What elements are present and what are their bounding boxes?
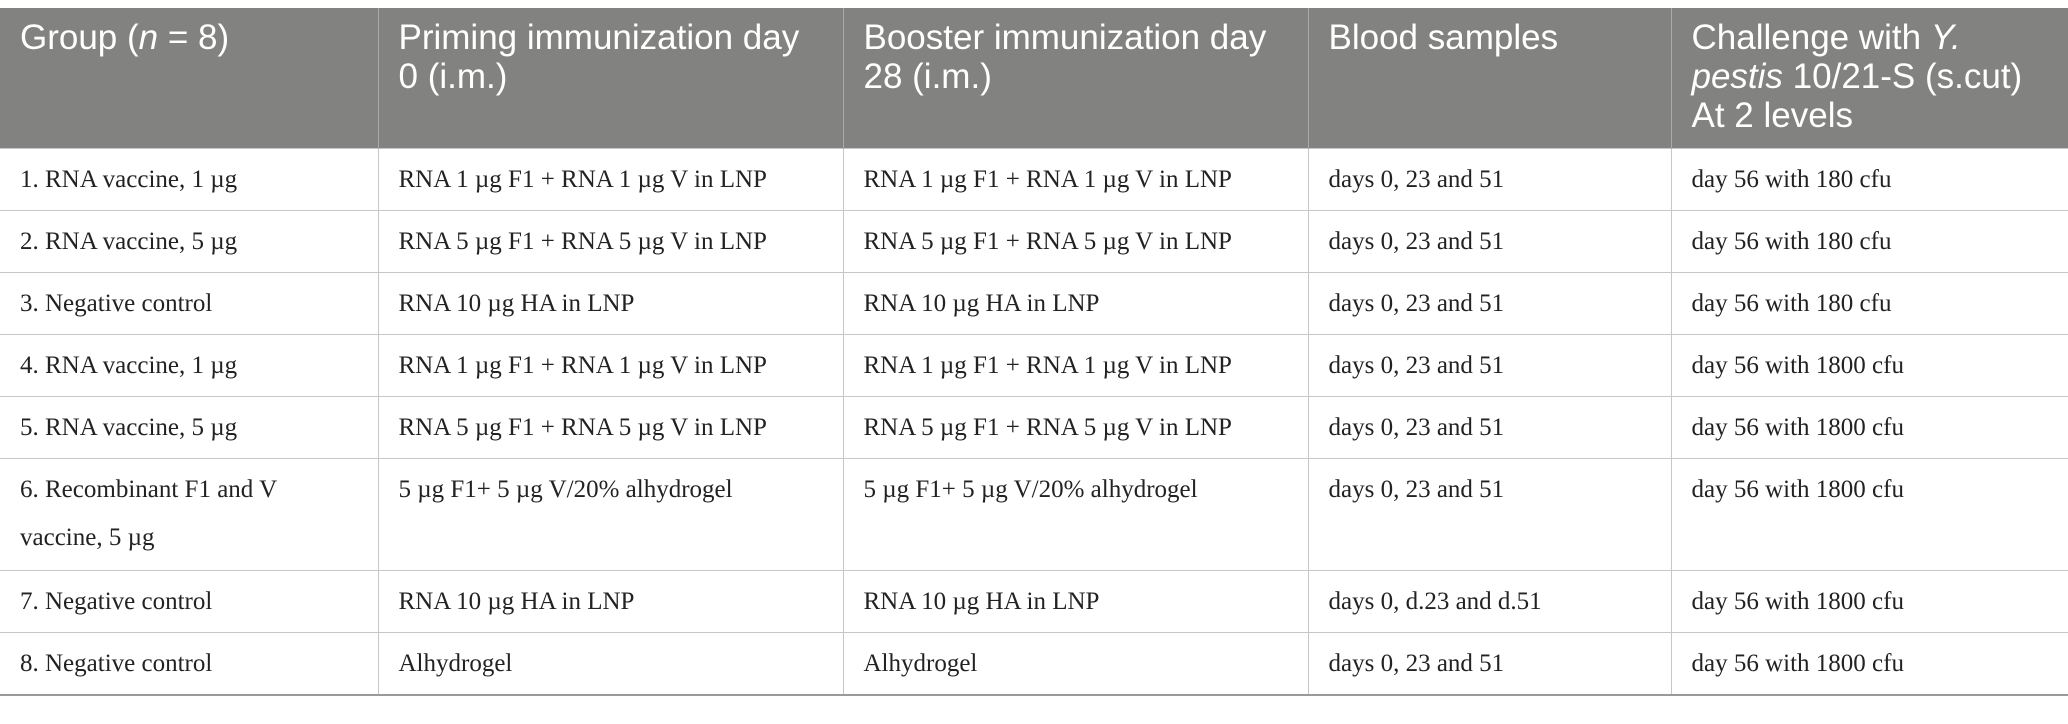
header-challenge: Challenge with Y. pestis 10/21-S (s.cut)… bbox=[1670, 8, 2068, 149]
table-row: 4. RNA vaccine, 1 µg RNA 1 µg F1 + RNA 1… bbox=[0, 334, 2068, 397]
cell-blood: days 0, 23 and 51 bbox=[1307, 272, 1671, 335]
cell-blood: days 0, 23 and 51 bbox=[1307, 148, 1671, 211]
table-row: 5. RNA vaccine, 5 µg RNA 5 µg F1 + RNA 5… bbox=[0, 396, 2068, 459]
cell-blood: days 0, d.23 and d.51 bbox=[1307, 570, 1671, 633]
table-row: 8. Negative control Alhydrogel Alhydroge… bbox=[0, 632, 2068, 695]
cell-booster: RNA 5 µg F1 + RNA 5 µg V in LNP bbox=[842, 210, 1308, 273]
cell-priming: Alhydrogel bbox=[377, 632, 843, 695]
cell-booster: RNA 10 µg HA in LNP bbox=[842, 272, 1308, 335]
cell-challenge: day 56 with 1800 cfu bbox=[1670, 334, 2068, 397]
cell-blood: days 0, 23 and 51 bbox=[1307, 210, 1671, 273]
study-design-table: Group (n = 8) Priming immunization day 0… bbox=[0, 8, 2068, 696]
cell-booster: Alhydrogel bbox=[842, 632, 1308, 695]
cell-challenge: day 56 with 1800 cfu bbox=[1670, 570, 2068, 633]
header-priming: Priming immunization day 0 (i.m.) bbox=[377, 8, 843, 149]
cell-booster: RNA 5 µg F1 + RNA 5 µg V in LNP bbox=[842, 396, 1308, 459]
cell-priming: RNA 10 µg HA in LNP bbox=[377, 570, 843, 633]
table-row: 6. Recombinant F1 and V vaccine, 5 µg 5 … bbox=[0, 458, 2068, 571]
cell-challenge: day 56 with 180 cfu bbox=[1670, 148, 2068, 211]
cell-booster: RNA 1 µg F1 + RNA 1 µg V in LNP bbox=[842, 334, 1308, 397]
header-challenge-text: Challenge with bbox=[1691, 18, 1931, 57]
cell-group: 4. RNA vaccine, 1 µg bbox=[0, 334, 378, 397]
cell-priming: 5 µg F1+ 5 µg V/20% alhydrogel bbox=[377, 458, 843, 571]
cell-booster: RNA 1 µg F1 + RNA 1 µg V in LNP bbox=[842, 148, 1308, 211]
header-group-count: = 8) bbox=[158, 18, 230, 57]
header-row: Group (n = 8) Priming immunization day 0… bbox=[0, 8, 2068, 149]
cell-priming: RNA 1 µg F1 + RNA 1 µg V in LNP bbox=[377, 148, 843, 211]
cell-priming: RNA 5 µg F1 + RNA 5 µg V in LNP bbox=[377, 210, 843, 273]
study-design-table-container: Group (n = 8) Priming immunization day 0… bbox=[0, 8, 2068, 696]
cell-priming: RNA 10 µg HA in LNP bbox=[377, 272, 843, 335]
cell-challenge: day 56 with 180 cfu bbox=[1670, 272, 2068, 335]
cell-priming: RNA 1 µg F1 + RNA 1 µg V in LNP bbox=[377, 334, 843, 397]
header-group-text: Group ( bbox=[20, 18, 139, 57]
table-row: 7. Negative control RNA 10 µg HA in LNP … bbox=[0, 570, 2068, 633]
cell-blood: days 0, 23 and 51 bbox=[1307, 334, 1671, 397]
cell-blood: days 0, 23 and 51 bbox=[1307, 396, 1671, 459]
cell-challenge: day 56 with 1800 cfu bbox=[1670, 458, 2068, 571]
cell-challenge: day 56 with 1800 cfu bbox=[1670, 632, 2068, 695]
header-challenge-strain: 10/21-S (s.cut) At 2 levels bbox=[1691, 57, 2023, 135]
cell-group: 5. RNA vaccine, 5 µg bbox=[0, 396, 378, 459]
cell-priming: RNA 5 µg F1 + RNA 5 µg V in LNP bbox=[377, 396, 843, 459]
header-group-n: n bbox=[138, 18, 159, 57]
header-booster: Booster immunization day 28 (i.m.) bbox=[842, 8, 1308, 149]
cell-group: 3. Negative control bbox=[0, 272, 378, 335]
cell-challenge: day 56 with 1800 cfu bbox=[1670, 396, 2068, 459]
table-row: 3. Negative control RNA 10 µg HA in LNP … bbox=[0, 272, 2068, 335]
table-row: 1. RNA vaccine, 1 µg RNA 1 µg F1 + RNA 1… bbox=[0, 148, 2068, 211]
cell-group: 2. RNA vaccine, 5 µg bbox=[0, 210, 378, 273]
cell-group: 6. Recombinant F1 and V vaccine, 5 µg bbox=[0, 458, 378, 571]
header-blood-samples: Blood samples bbox=[1307, 8, 1671, 149]
cell-group: 7. Negative control bbox=[0, 570, 378, 633]
cell-blood: days 0, 23 and 51 bbox=[1307, 458, 1671, 571]
header-group: Group (n = 8) bbox=[0, 8, 378, 149]
cell-group: 8. Negative control bbox=[0, 632, 378, 695]
cell-booster: 5 µg F1+ 5 µg V/20% alhydrogel bbox=[842, 458, 1308, 571]
table-row: 2. RNA vaccine, 5 µg RNA 5 µg F1 + RNA 5… bbox=[0, 210, 2068, 273]
header-challenge-species: Y. pestis bbox=[1691, 18, 1961, 96]
cell-booster: RNA 10 µg HA in LNP bbox=[842, 570, 1308, 633]
cell-blood: days 0, 23 and 51 bbox=[1307, 632, 1671, 695]
cell-challenge: day 56 with 180 cfu bbox=[1670, 210, 2068, 273]
cell-group: 1. RNA vaccine, 1 µg bbox=[0, 148, 378, 211]
